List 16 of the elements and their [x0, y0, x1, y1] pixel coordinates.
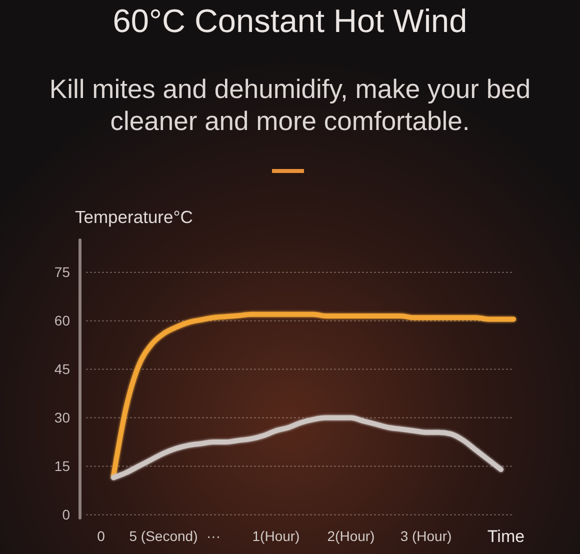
y-tick-label: 75 — [54, 264, 70, 280]
chart-title: 60°C Constant Hot Wind — [112, 3, 468, 39]
x-tick-label: 0 — [97, 528, 106, 544]
y-axis-title: Temperature°C — [75, 207, 193, 227]
y-tick-label: 0 — [62, 506, 70, 523]
x-tick-label: 2(Hour) — [327, 528, 375, 544]
y-tick-label: 60 — [54, 312, 70, 329]
x-tick-label: 1(Hour) — [252, 528, 300, 544]
x-tick-label: 5 (Second) — [129, 528, 198, 544]
y-tick-label: 45 — [54, 361, 70, 378]
x-tick-label: 3 (Hour) — [400, 528, 452, 544]
y-tick-label: 30 — [54, 410, 70, 426]
x-axis-title: Time — [487, 527, 525, 546]
x-tick-label: ··· — [206, 528, 220, 544]
chart-subtitle: Kill mites and dehumidify, make your bed cleaner and more comfortable. — [49, 74, 531, 136]
y-tick-label: 15 — [54, 458, 70, 474]
